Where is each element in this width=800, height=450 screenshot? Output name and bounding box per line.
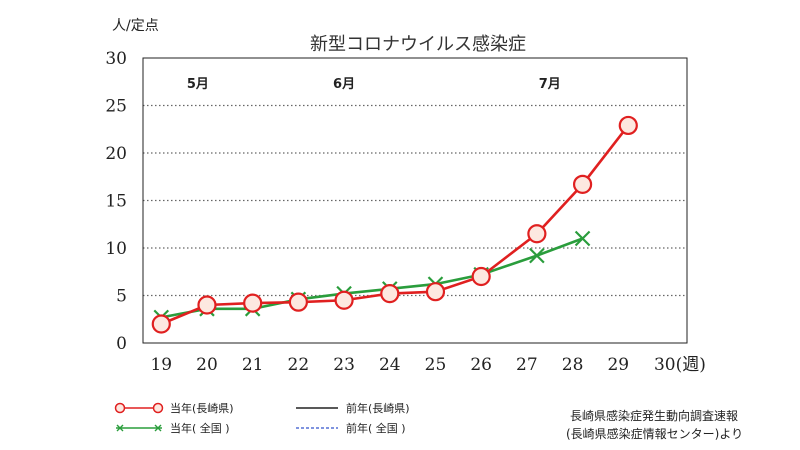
data-point bbox=[380, 284, 400, 304]
y-tick-label: 15 bbox=[105, 192, 127, 212]
legend-item-nagasaki-previous: 前年(長崎県) bbox=[296, 401, 410, 415]
legend-item-nagasaki-current: 当年(長崎県) bbox=[114, 401, 234, 415]
legend-item-national-current: 当年( 全国 ) bbox=[116, 421, 230, 435]
legend: 当年(長崎県) 当年( 全国 ) 前年(長崎県) 前年( 全国 ) bbox=[114, 401, 410, 435]
y-axis-ticks: 0 5 10 15 20 25 30 bbox=[105, 49, 127, 354]
data-point bbox=[572, 174, 593, 194]
data-point bbox=[334, 290, 354, 310]
source-line-2: (長崎県感染症情報センター)より bbox=[566, 426, 743, 441]
legend-label: 当年( 全国 ) bbox=[170, 421, 230, 435]
month-label: 7月 bbox=[539, 77, 561, 92]
source-line-1: 長崎県感染症発生動向調査速報 bbox=[570, 408, 738, 423]
data-point bbox=[151, 314, 171, 334]
x-tick-label: 23 bbox=[333, 355, 355, 375]
legend-label: 当年(長崎県) bbox=[170, 401, 234, 415]
y-tick-label: 25 bbox=[105, 97, 127, 117]
x-tick-label: 20 bbox=[196, 355, 218, 375]
series-nagasaki-current bbox=[151, 115, 638, 334]
x-tick-label: 22 bbox=[288, 355, 310, 375]
data-point bbox=[243, 293, 263, 313]
x-tick-label: 21 bbox=[242, 355, 264, 375]
x-axis-ticks: 19 20 21 22 23 24 25 26 27 28 29 30(週) bbox=[150, 355, 705, 375]
y-tick-label: 0 bbox=[116, 334, 127, 354]
data-point bbox=[197, 295, 217, 315]
y-tick-label: 20 bbox=[105, 144, 127, 164]
data-point bbox=[529, 247, 545, 264]
y-axis-unit: 人/定点 bbox=[112, 18, 159, 34]
x-tick-label: 19 bbox=[150, 355, 172, 375]
data-point bbox=[425, 282, 446, 302]
data-point bbox=[471, 266, 491, 287]
legend-label: 前年( 全国 ) bbox=[346, 421, 406, 435]
x-tick-label: 27 bbox=[516, 355, 538, 375]
y-tick-label: 10 bbox=[105, 239, 127, 259]
data-point bbox=[288, 292, 308, 312]
x-tick-label: 29 bbox=[607, 355, 629, 375]
y-tick-label: 30 bbox=[105, 49, 127, 69]
month-labels: 5月 6月 7月 bbox=[187, 77, 561, 92]
x-tick-label: 24 bbox=[379, 355, 401, 375]
series-national-current bbox=[153, 230, 591, 326]
series-line bbox=[161, 237, 584, 319]
y-tick-label: 5 bbox=[116, 287, 127, 307]
month-label: 6月 bbox=[333, 77, 355, 92]
data-point bbox=[574, 230, 591, 247]
x-tick-label: 25 bbox=[425, 355, 447, 375]
x-tick-label: 30(週) bbox=[654, 355, 706, 375]
month-label: 5月 bbox=[187, 77, 209, 92]
legend-item-national-previous: 前年( 全国 ) bbox=[296, 421, 406, 435]
x-tick-label: 26 bbox=[470, 355, 492, 375]
x-tick-label: 28 bbox=[562, 355, 584, 375]
data-point bbox=[527, 224, 547, 244]
data-point bbox=[618, 115, 638, 136]
chart-title: 新型コロナウイルス感染症 bbox=[310, 34, 526, 55]
plot-frame bbox=[142, 57, 688, 344]
legend-label: 前年(長崎県) bbox=[346, 401, 410, 415]
grid-lines bbox=[143, 104, 687, 297]
